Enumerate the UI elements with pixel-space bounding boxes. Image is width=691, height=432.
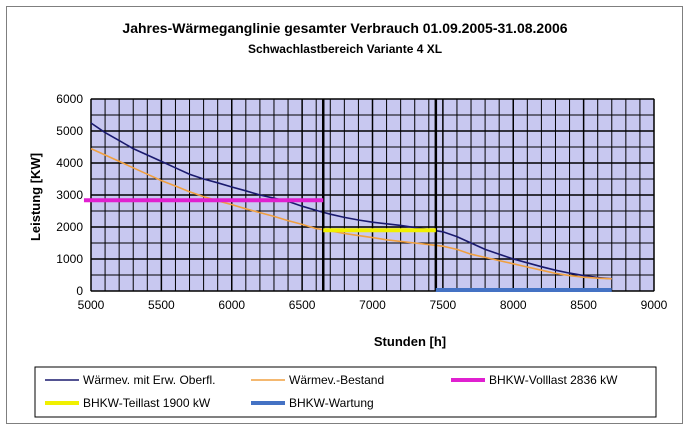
- legend-label: Wärmev.-Bestand: [289, 373, 384, 387]
- y-tick-label: 3000: [56, 188, 83, 202]
- y-tick-label: 5000: [56, 124, 83, 138]
- chart-title: Jahres-Wärmeganglinie gesamter Verbrauch…: [122, 20, 567, 36]
- series: [90, 122, 612, 280]
- x-tick-label: 9000: [641, 298, 668, 312]
- legend: Wärmev. mit Erw. Oberfl. Wärmev.-Bestand B…: [45, 373, 618, 410]
- legend-label: BHKW-Teillast 1900 kW: [83, 396, 211, 410]
- x-tick-label: 6000: [218, 298, 245, 312]
- y-tick-label: 0: [76, 284, 83, 298]
- chart-frame: Jahres-Wärmeganglinie gesamter Verbrauch…: [6, 6, 683, 424]
- y-tick-label: 1000: [56, 252, 83, 266]
- x-tick-label: 5000: [78, 298, 105, 312]
- y-axis-label: Leistung [KW]: [28, 153, 43, 241]
- x-tick-label: 8500: [570, 298, 597, 312]
- legend-label: Wärmev. mit Erw. Oberfl.: [83, 373, 215, 387]
- legend-label: BHKW-Wartung: [289, 396, 374, 410]
- chart-subtitle: Schwachlastbereich Variante 4 XL: [248, 42, 442, 56]
- x-tick-label: 5500: [148, 298, 175, 312]
- x-tick-label: 6500: [289, 298, 316, 312]
- series-line: [90, 147, 612, 280]
- x-tick-label: 8000: [500, 298, 527, 312]
- y-tick-label: 6000: [56, 92, 83, 106]
- y-tick-label: 4000: [56, 156, 83, 170]
- tick-labels: 5000 5500 6000 6500 7000 7500 8000 8500 9000 0 100…: [56, 92, 667, 312]
- grid: [90, 98, 655, 292]
- chart: Jahres-Wärmeganglinie gesamter Verbrauch…: [28, 20, 668, 418]
- series-line: [90, 122, 612, 280]
- x-axis-label: Stunden [h]: [374, 334, 446, 349]
- legend-box: [34, 366, 657, 418]
- reference-lines: [83, 99, 612, 292]
- legend-label: BHKW-Volllast 2836 kW: [489, 373, 618, 387]
- y-tick-label: 2000: [56, 220, 83, 234]
- x-tick-label: 7000: [359, 298, 386, 312]
- x-tick-label: 7500: [430, 298, 457, 312]
